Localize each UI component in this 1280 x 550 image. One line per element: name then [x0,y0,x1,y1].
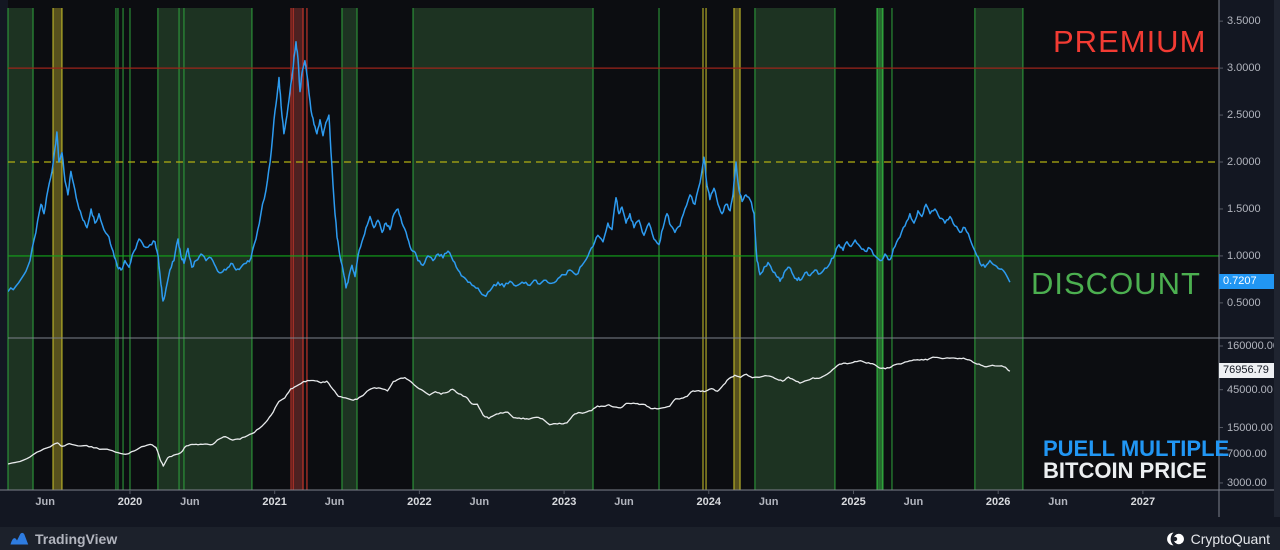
y-tick-label: 15000.00 [1227,421,1273,434]
y-tick-label: 1.5000 [1227,202,1261,215]
discount-zone-band [8,8,34,490]
right-scroll-strip [1274,0,1280,517]
y-tick-label: 3.5000 [1227,15,1261,28]
x-tick-label: Jun [324,496,345,508]
x-tick-label: 2022 [407,496,432,508]
cryptoquant-logo-icon [1166,532,1184,545]
tradingview-label[interactable]: TradingView [35,530,118,547]
series-line-puell [8,41,1011,302]
x-tick-label: Jun [758,496,779,508]
halving-zone-band [733,8,741,490]
tradingview-brand[interactable]: TradingView [10,531,117,547]
discount-zone-band [754,8,835,490]
discount-zone-band [413,8,594,490]
cryptoquant-brand[interactable]: CryptoQuant [1166,530,1270,547]
x-tick-label: 2023 [551,496,577,508]
x-tick-label: Jun [469,496,490,508]
y-tick-label: 2.5000 [1227,109,1261,122]
cryptoquant-label[interactable]: CryptoQuant [1190,530,1270,547]
puell-last-value-badge: 0.7207 [1219,274,1274,290]
discount-zone-band [157,8,252,490]
x-tick-label: 2020 [117,496,143,508]
x-tick-label: 2021 [262,496,287,508]
x-tick-label: Jun [1048,496,1068,508]
x-tick-label: Jun [35,496,55,508]
y-tick-label: 0.5000 [1227,296,1261,309]
y-tick-label: 3.0000 [1227,62,1261,75]
series-line-btc [8,356,1011,467]
tradingview-logo-icon [10,532,29,544]
premium-zone-band [293,8,304,490]
y-tick-label: 7000.00 [1227,447,1267,460]
y-tick-label: 45000.00 [1227,383,1273,396]
x-tick-label: 2024 [696,496,722,508]
x-tick-label: 2027 [1130,496,1156,508]
x-tick-label: Jun [903,496,924,508]
footer-bar: TradingView CryptoQuant [0,527,1280,550]
x-tick-label: 2025 [841,496,866,508]
discount-zone-band [974,8,1023,490]
x-tick-label: Jun [180,496,200,508]
x-tick-label: 2026 [985,496,1011,508]
x-tick-label: Jun [614,496,634,508]
halving-zone-band [53,8,62,490]
y-tick-label: 160000.00 [1227,339,1279,352]
y-tick-label: 1.0000 [1227,249,1261,262]
y-tick-label: 3000.00 [1227,476,1267,489]
discount-zone-band [341,8,358,490]
price-last-value-badge: 76956.79 [1219,363,1274,379]
y-tick-label: 2.0000 [1227,156,1261,168]
